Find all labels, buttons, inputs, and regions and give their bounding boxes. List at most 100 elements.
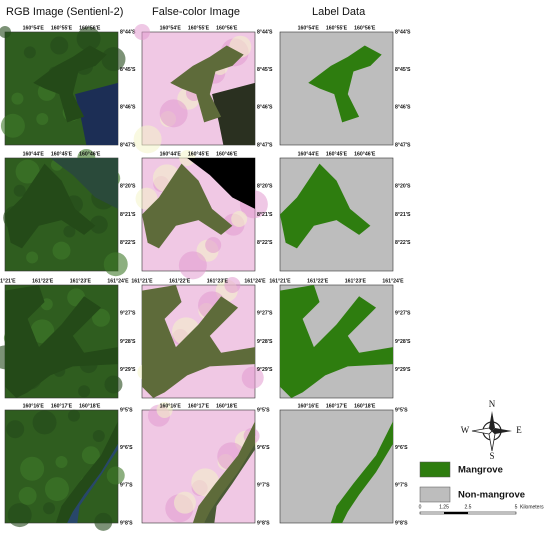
- texture: [224, 277, 241, 293]
- latitude-label: 9°8'S: [257, 520, 270, 526]
- texture: [133, 125, 162, 154]
- latitude-label: 9°28'S: [257, 339, 273, 345]
- latitude-label: 8°21'S: [257, 212, 273, 218]
- longitude-label: 161°24'E: [382, 278, 404, 284]
- map-content: [55, 421, 118, 523]
- map-panel: [4, 409, 125, 531]
- longitude-label: 160°16'E: [23, 403, 45, 409]
- latitude-label: 8°45'S: [395, 67, 411, 73]
- latitude-label: 8°22'S: [395, 240, 411, 246]
- texture: [231, 211, 248, 228]
- latitude-label: 8°22'S: [120, 240, 136, 246]
- map-content: [142, 158, 255, 249]
- texture: [205, 237, 222, 254]
- texture: [89, 215, 108, 234]
- longitude-label: 160°18'E: [354, 403, 376, 409]
- longitude-label: 160°56'E: [79, 25, 101, 31]
- latitude-label: 9°7'S: [395, 483, 408, 489]
- latitude-label: 9°27'S: [120, 311, 136, 317]
- mangrove-area: [33, 45, 107, 123]
- texture: [104, 375, 123, 394]
- latitude-label: 9°5'S: [395, 407, 408, 413]
- longitude-label: 160°55'E: [188, 25, 210, 31]
- latitude-label: 9°6'S: [120, 445, 133, 451]
- compass-arrow: [488, 430, 496, 452]
- latitude-label: 8°21'S: [120, 212, 136, 218]
- latitude-label: 8°44'S: [395, 29, 411, 35]
- compass-letter: W: [461, 425, 470, 435]
- texture: [67, 409, 80, 422]
- longitude-label: 161°22'E: [307, 278, 329, 284]
- longitude-label: 160°54'E: [160, 25, 182, 31]
- latitude-label: 9°27'S: [257, 311, 273, 317]
- longitude-label: 161°21'E: [269, 278, 291, 284]
- longitude-label: 161°21'E: [131, 278, 153, 284]
- texture: [15, 159, 40, 184]
- longitude-label: 161°21'E: [0, 278, 16, 284]
- latitude-label: 8°47'S: [257, 142, 273, 148]
- latitude-label: 8°21'S: [395, 212, 411, 218]
- texture: [106, 466, 125, 485]
- map-panel: [0, 26, 126, 146]
- longitude-label: 160°56'E: [216, 25, 238, 31]
- longitude-label: 160°16'E: [298, 403, 320, 409]
- latitude-label: 8°44'S: [257, 29, 273, 35]
- latitude-label: 9°29'S: [120, 367, 136, 373]
- texture: [156, 402, 173, 418]
- longitude-label: 161°22'E: [32, 278, 54, 284]
- longitude-label: 160°18'E: [216, 403, 238, 409]
- longitude-label: 160°55'E: [51, 25, 73, 31]
- longitude-label: 160°17'E: [188, 403, 210, 409]
- latitude-label: 9°7'S: [257, 483, 270, 489]
- texture: [159, 99, 188, 128]
- column-title: RGB Image (Sentienl-2): [6, 6, 123, 18]
- latitude-label: 8°22'S: [257, 240, 273, 246]
- scale-label: 0: [419, 504, 422, 510]
- mangrove-area: [5, 285, 118, 398]
- longitude-label: 160°44'E: [160, 151, 182, 157]
- texture: [178, 251, 207, 280]
- legend-swatch: [419, 461, 451, 478]
- map-content: [280, 285, 393, 398]
- map-panel: [279, 409, 394, 524]
- longitude-label: 160°17'E: [51, 403, 73, 409]
- mangrove-area: [280, 163, 371, 249]
- longitude-label: 160°56'E: [354, 25, 376, 31]
- map-content: [192, 421, 255, 523]
- texture: [43, 502, 56, 515]
- latitude-label: 8°20'S: [395, 184, 411, 190]
- mangrove-area: [330, 421, 393, 523]
- scale-label: 1.25: [439, 504, 449, 510]
- longitude-label: 160°45'E: [188, 151, 210, 157]
- map-panel: [141, 402, 260, 524]
- latitude-label: 8°44'S: [120, 29, 136, 35]
- scale-label: 2.5: [465, 504, 472, 510]
- compass-letter: S: [489, 451, 494, 461]
- map-panel: [0, 284, 123, 399]
- texture: [173, 491, 196, 514]
- texture: [134, 24, 150, 40]
- legend-label: Non-mangrove: [458, 490, 525, 501]
- scale-label: 5: [515, 504, 518, 510]
- longitude-label: 160°46'E: [216, 151, 238, 157]
- latitude-label: 8°45'S: [257, 67, 273, 73]
- latitude-label: 8°47'S: [395, 142, 411, 148]
- map-content: [33, 45, 118, 145]
- texture: [32, 410, 57, 435]
- scale-unit: Kilometers: [520, 504, 544, 510]
- latitude-label: 9°5'S: [257, 407, 270, 413]
- mangrove-area: [5, 163, 96, 249]
- longitude-label: 161°23'E: [207, 278, 229, 284]
- texture: [52, 241, 71, 260]
- water: [75, 82, 118, 145]
- latitude-label: 9°7'S: [120, 483, 133, 489]
- texture: [23, 46, 36, 59]
- compass-letter: N: [489, 399, 496, 409]
- mangrove-area: [142, 285, 255, 398]
- longitude-label: 160°55'E: [326, 25, 348, 31]
- map-panel: [279, 31, 394, 146]
- latitude-label: 9°6'S: [257, 445, 270, 451]
- longitude-label: 161°22'E: [169, 278, 191, 284]
- latitude-label: 8°20'S: [257, 184, 273, 190]
- texture: [11, 92, 24, 105]
